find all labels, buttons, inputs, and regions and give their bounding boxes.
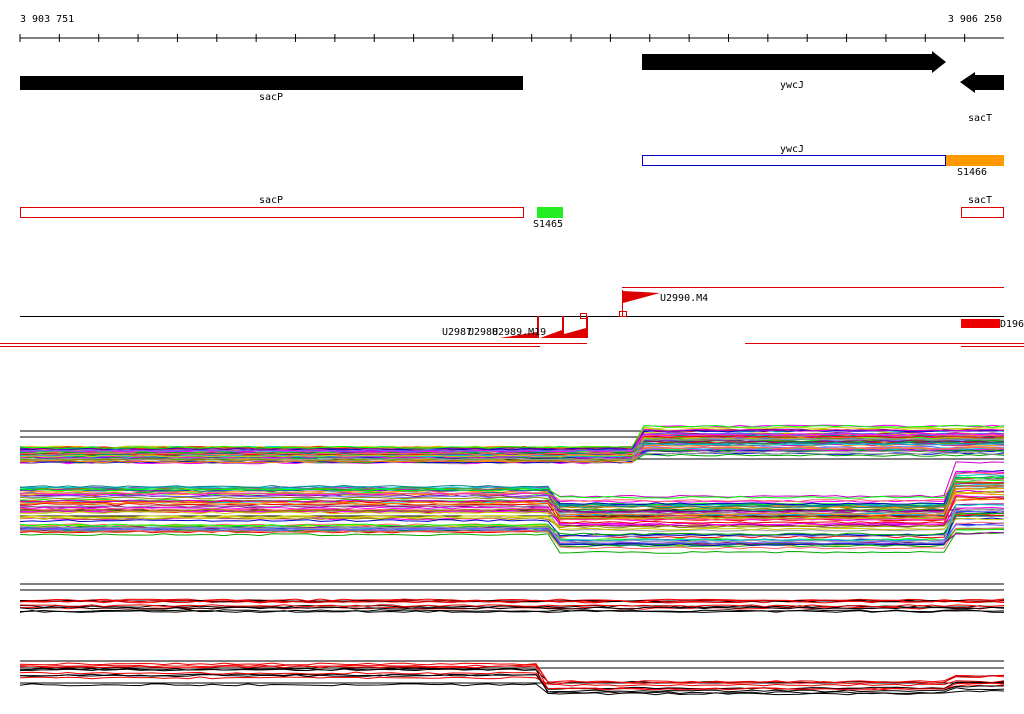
profile-line xyxy=(19,476,1005,499)
promoter-box[interactable] xyxy=(961,319,1000,328)
profile-line xyxy=(20,508,1005,543)
gene-arrow[interactable] xyxy=(960,72,1004,93)
promoter-flag[interactable] xyxy=(500,316,539,338)
profile-line xyxy=(19,532,1005,554)
promoter-label: U2990.M4 xyxy=(660,293,708,304)
profile-line xyxy=(19,506,1005,526)
promoter-label: U2989.M19 xyxy=(492,327,546,338)
promoter-flag[interactable] xyxy=(540,316,564,338)
transcript[interactable] xyxy=(537,207,563,218)
transcript[interactable] xyxy=(642,155,946,166)
profile-line xyxy=(19,424,1005,449)
gene-label: ywcJ xyxy=(780,80,804,91)
profile-line xyxy=(19,516,1005,531)
profile-line xyxy=(19,494,1005,521)
profile-line xyxy=(19,664,1005,684)
ruler-end: 3 906 250 xyxy=(948,14,1002,25)
profile-line xyxy=(19,667,1005,695)
profile-line xyxy=(19,446,1005,456)
profile-line xyxy=(19,437,1005,461)
promoter-flag[interactable] xyxy=(550,316,588,338)
profile-line xyxy=(19,490,1005,528)
profile-line xyxy=(19,671,1005,691)
profile-line xyxy=(19,599,1005,603)
profile-line xyxy=(19,482,1004,520)
profile-line xyxy=(19,448,1005,459)
promoter-box xyxy=(580,313,587,319)
profile-line xyxy=(19,683,1005,696)
transcript[interactable] xyxy=(961,207,1004,218)
transcript-label: sacT xyxy=(968,195,992,206)
profile-line xyxy=(19,487,1005,516)
profile-line xyxy=(19,662,1005,684)
profile-line xyxy=(19,433,1005,453)
promoter-label: U2987 xyxy=(442,327,472,338)
profile-line xyxy=(19,527,1005,550)
transcript[interactable] xyxy=(20,207,524,218)
profile-line xyxy=(19,676,1005,687)
profile-line xyxy=(19,496,1005,524)
profile-line xyxy=(19,609,1005,613)
gene-bar[interactable] xyxy=(20,76,523,90)
profile-line xyxy=(19,604,1005,608)
profile-line xyxy=(19,606,1005,610)
gene-arrow[interactable] xyxy=(642,51,946,73)
profile-line xyxy=(19,478,1005,515)
gene-label: sacP xyxy=(259,92,283,103)
profile-line xyxy=(19,674,1005,690)
profile-line xyxy=(19,480,1005,518)
transcript[interactable] xyxy=(946,155,1004,166)
expression-profiles xyxy=(19,424,1005,696)
profile-line xyxy=(19,437,1005,462)
profile-line xyxy=(19,484,1005,507)
transcript-label: S1465 xyxy=(533,219,563,230)
ruler-start: 3 903 751 xyxy=(20,14,74,25)
ruler-ticks xyxy=(19,34,966,42)
transcript-label: ywcJ xyxy=(780,144,804,155)
profile-line xyxy=(19,482,1005,513)
profile-line xyxy=(19,609,1005,613)
gene-label: sacT xyxy=(968,113,992,124)
promoter-flag[interactable] xyxy=(623,291,660,303)
promoter-label: D1967 xyxy=(1000,319,1024,330)
profile-line xyxy=(19,439,1005,451)
transcript-label: S1466 xyxy=(957,167,987,178)
promoter-label: U2988 xyxy=(468,327,498,338)
transcript-label: sacP xyxy=(259,195,283,206)
profile-line xyxy=(19,600,1005,604)
profile-line xyxy=(19,485,1005,511)
profile-line xyxy=(19,472,1005,503)
promoter-box xyxy=(619,311,627,317)
